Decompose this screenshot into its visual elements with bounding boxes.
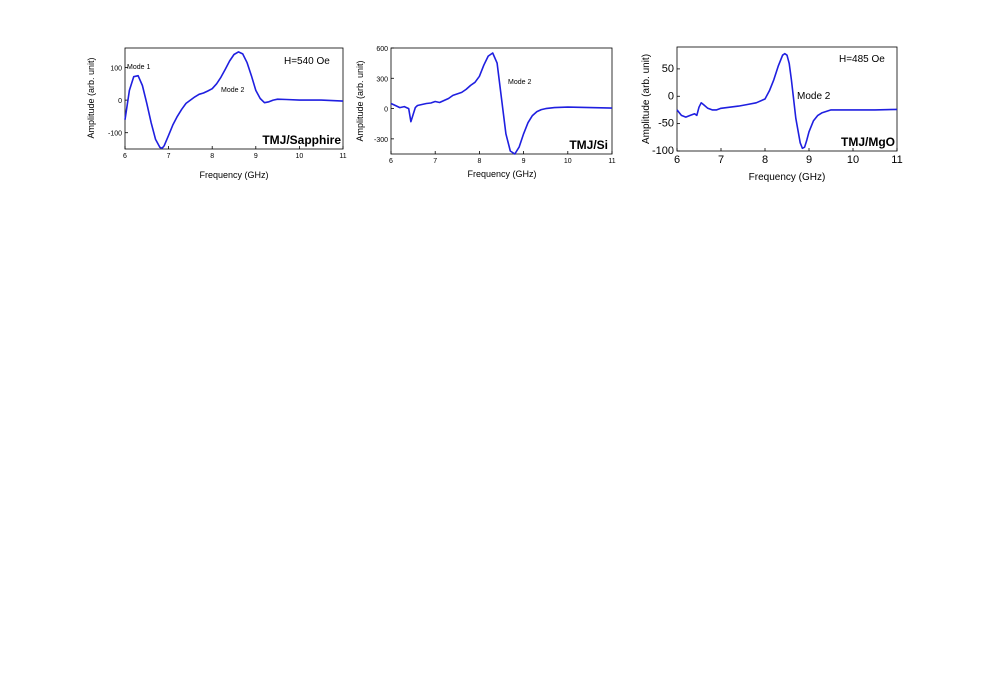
x-tick-label-si: 10: [564, 158, 572, 165]
plot-frame-sapphire: [124, 47, 344, 150]
x-ticks-sapphire: 6 7 8 9 10 11: [123, 146, 347, 160]
series-line-sapphire: [124, 51, 344, 150]
y-tick-label-sapphire: 0: [118, 98, 122, 105]
plot-frame-si: [390, 47, 613, 155]
field-label-sapphire: H=540 Oe: [284, 56, 330, 67]
y-ticks-si: -300 0 300 600: [374, 46, 394, 144]
mode2-label-mgo: Mode 2: [797, 91, 831, 102]
x-tick-label-si: 6: [389, 158, 393, 165]
chart-panel-si: 6 7 8 9 10 11 -300 0 300 600 Frequency (GHz) Amp…: [355, 46, 616, 179]
x-tick-label-si: 8: [477, 158, 481, 165]
y-tick-label-mgo: -100: [652, 145, 674, 157]
y-tick-label-si: 0: [384, 107, 388, 114]
sample-label-si: TMJ/Si: [569, 138, 608, 152]
x-ticks-si: 6 7 8 9 10 11: [389, 151, 616, 165]
y-tick-label-mgo: 0: [668, 90, 674, 102]
y-ticks-mgo: -100 -50 0 50: [652, 63, 680, 157]
mode1-label-sapphire: Mode 1: [127, 64, 150, 71]
chart-panel-sapphire: 6 7 8 9 10 11 -100 0 100 Frequency (GHz) Amplit…: [86, 47, 347, 180]
field-label-mgo: H=485 Oe: [839, 54, 885, 65]
x-tick-label-sapphire: 6: [123, 153, 127, 160]
y-tick-label-si: 600: [376, 46, 388, 53]
mode2-label-sapphire: Mode 2: [221, 87, 244, 94]
x-tick-label-mgo: 11: [891, 154, 902, 166]
y-tick-label-mgo: 50: [662, 63, 674, 75]
y-tick-label-mgo: -50: [658, 118, 674, 130]
sample-label-mgo: TMJ/MgO: [841, 135, 895, 149]
x-tick-label-mgo: 6: [674, 154, 680, 166]
series-line-si: [390, 52, 613, 155]
y-axis-label-si: Amplitude (arb. unit): [355, 60, 365, 141]
x-tick-label-si: 7: [433, 158, 437, 165]
x-axis-label-si: Frequency (GHz): [467, 169, 536, 179]
y-tick-label-si: -300: [374, 137, 388, 144]
x-ticks-mgo: 6 7 8 9 10 11: [674, 148, 903, 166]
mode2-label-si: Mode 2: [508, 79, 531, 86]
y-tick-label-sapphire: -100: [108, 131, 122, 138]
x-tick-label-sapphire: 11: [339, 153, 346, 160]
x-tick-label-sapphire: 7: [167, 153, 171, 160]
x-tick-label-mgo: 9: [806, 154, 812, 166]
chart-panel-mgo: 6 7 8 9 10 11 -100 -50 0 50 Frequency (GHz) Ampl…: [641, 46, 903, 183]
y-axis-label-mgo: Amplitude (arb. unit): [641, 54, 652, 144]
plot-frame-mgo: [676, 46, 898, 152]
sample-label-sapphire: TMJ/Sapphire: [262, 133, 341, 147]
x-axis-label-mgo: Frequency (GHz): [749, 172, 826, 183]
series-line-mgo: [676, 52, 898, 150]
x-tick-label-sapphire: 10: [296, 153, 304, 160]
x-tick-label-sapphire: 8: [210, 153, 214, 160]
x-tick-label-si: 11: [608, 158, 615, 165]
y-tick-label-si: 300: [376, 76, 388, 83]
x-tick-label-sapphire: 9: [254, 153, 258, 160]
x-tick-label-si: 9: [522, 158, 526, 165]
y-tick-label-sapphire: 100: [110, 66, 122, 73]
x-axis-label-sapphire: Frequency (GHz): [199, 170, 268, 180]
x-tick-label-mgo: 8: [762, 154, 768, 166]
x-tick-label-mgo: 10: [847, 154, 859, 166]
y-axis-label-sapphire: Amplitude (arb. unit): [86, 57, 96, 138]
x-tick-label-mgo: 7: [718, 154, 724, 166]
